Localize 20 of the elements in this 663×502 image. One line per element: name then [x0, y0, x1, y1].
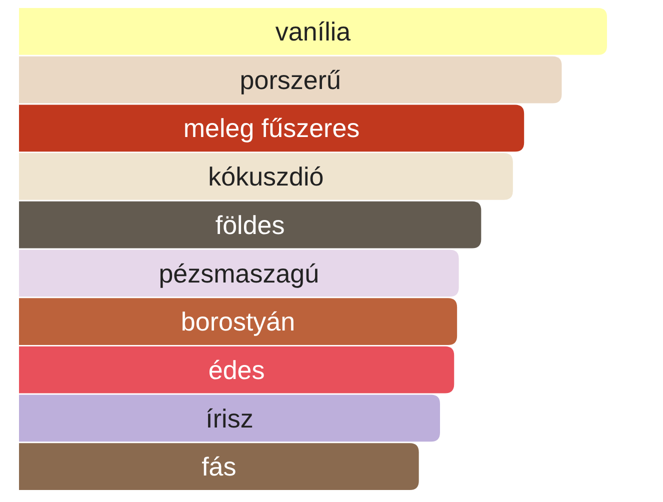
y-tick-label: porszerű: [240, 64, 341, 95]
bar: [19, 394, 440, 442]
bar: [19, 104, 524, 152]
y-tick-label: édes: [208, 354, 265, 385]
bar: [19, 298, 458, 345]
y-tick-label: pézsmaszagú: [158, 258, 320, 288]
bar: [19, 443, 419, 490]
bar: [19, 346, 454, 394]
bar: [19, 250, 459, 297]
y-tick-label: kókuszdió: [208, 162, 324, 192]
y-tick-label: borostyán: [180, 306, 296, 337]
y-tick-label: földes: [215, 210, 285, 240]
y-tick-label: fás: [202, 452, 236, 482]
bar: [19, 201, 482, 248]
bar: [19, 8, 607, 55]
bar: [19, 56, 562, 104]
bar: [19, 153, 513, 200]
y-tick-label: meleg fűszeres: [183, 113, 360, 144]
y-tick-label: vanília: [275, 16, 352, 47]
y-tick-label: írisz: [206, 403, 254, 434]
